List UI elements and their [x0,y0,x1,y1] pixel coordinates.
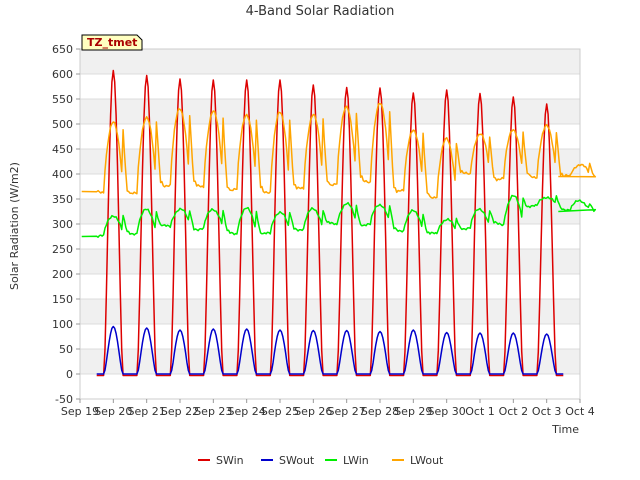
y-tick-label: 0 [66,368,73,381]
plot-band [80,374,580,399]
y-tick-label: 350 [52,193,73,206]
y-tick-label: -50 [55,393,73,406]
legend: SWin SWout LWin LWout [198,454,444,467]
y-tick-label: 400 [52,168,73,181]
chart-title: 4-Band Solar Radiation [246,4,395,19]
series-line-lwin [81,194,597,238]
x-tick-label: Sep 27 [328,405,366,418]
x-tick-label: Sep 29 [394,405,432,418]
y-tick-label: 150 [52,293,73,306]
y-tick-label: 550 [52,93,73,106]
plot-band [80,249,580,274]
y-axis-label: Solar Radiation (W/m2) [8,162,21,290]
plot-band [80,124,580,149]
legend-label-lwout: LWout [410,454,444,467]
plot-band [80,274,580,299]
plot-band [80,149,580,174]
x-tick-label: Sep 19 [61,405,99,418]
x-tick-label: Sep 28 [361,405,399,418]
plot-band [80,224,580,249]
series-line-swin [96,69,564,377]
y-tick-label: 100 [52,318,73,331]
y-tick-label: 500 [52,118,73,131]
x-tick-label: Sep 24 [228,405,266,418]
legend-label-swin: SWin [216,454,244,467]
x-tick-label: Oct 4 [565,405,595,418]
legend-label-lwin: LWin [343,454,369,467]
plot-band [80,324,580,349]
x-tick-label: Sep 22 [161,405,199,418]
series-line-lwout [81,102,597,199]
y-tick-label: 300 [52,218,73,231]
x-tick-label: Oct 2 [499,405,529,418]
plot-band [80,199,580,224]
y-tick-label: 200 [52,268,73,281]
x-tick-label: Oct 1 [465,405,495,418]
plot-band [80,49,580,74]
site-label-box: TZ_tmet [81,34,143,51]
x-tick-label: Sep 23 [194,405,232,418]
x-tick-label: Sep 30 [428,405,466,418]
legend-label-swout: SWout [279,454,315,467]
y-tick-label: 600 [52,68,73,81]
x-tick-label: Oct 3 [532,405,562,418]
x-tick-label: Sep 21 [128,405,166,418]
series-layer [81,69,597,377]
plot-band [80,174,580,199]
x-tick-label: Sep 26 [294,405,332,418]
y-axis: -50 0 50 100 150 200 250 300 350 400 450 500 550 600 6… [52,43,80,406]
y-tick-label: 50 [59,343,73,356]
series-line-swout [96,325,564,375]
plot-band [80,99,580,124]
plot-band [80,299,580,324]
x-axis-label: Time [551,423,579,436]
site-label: TZ_tmet [87,36,137,49]
y-tick-label: 250 [52,243,73,256]
y-tick-label: 450 [52,143,73,156]
x-tick-label: Sep 25 [261,405,299,418]
x-tick-label: Sep 20 [94,405,132,418]
plot-band [80,349,580,374]
y-tick-label: 650 [52,43,73,56]
plot-band [80,74,580,99]
